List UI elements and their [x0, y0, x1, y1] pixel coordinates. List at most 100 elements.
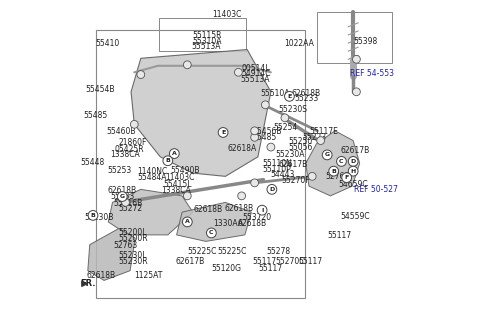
Text: 55216B: 55216B [113, 198, 143, 208]
Text: 55230S: 55230S [278, 105, 307, 114]
Circle shape [342, 173, 351, 183]
Circle shape [336, 156, 347, 166]
Text: REF 54-553: REF 54-553 [350, 69, 394, 78]
Text: A: A [172, 151, 177, 156]
Text: 55278: 55278 [267, 247, 291, 256]
Circle shape [238, 192, 246, 200]
Circle shape [118, 192, 127, 201]
Text: 55233: 55233 [110, 192, 134, 201]
Text: 55398: 55398 [353, 36, 377, 46]
Polygon shape [177, 202, 252, 241]
Polygon shape [131, 50, 271, 176]
Circle shape [137, 71, 144, 78]
Text: 55270C: 55270C [275, 257, 305, 266]
Circle shape [348, 166, 358, 176]
Circle shape [257, 205, 267, 215]
Text: 55117: 55117 [298, 257, 322, 266]
Text: 00514L: 00514L [241, 64, 270, 72]
Text: 55460B: 55460B [107, 127, 136, 136]
Text: 52763: 52763 [325, 172, 349, 181]
Circle shape [121, 198, 130, 206]
Circle shape [267, 143, 275, 151]
Text: 55110P: 55110P [262, 165, 291, 174]
Circle shape [183, 192, 191, 200]
Text: 55200R: 55200R [118, 234, 148, 243]
Text: 55115R: 55115R [193, 31, 222, 40]
Polygon shape [88, 228, 135, 280]
Text: 1140NC: 1140NC [138, 167, 168, 176]
Text: 1022AA: 1022AA [284, 39, 314, 48]
Text: 55200L: 55200L [118, 228, 146, 237]
Text: 55485: 55485 [252, 133, 276, 142]
Text: 55110N: 55110N [262, 159, 292, 169]
Circle shape [267, 184, 277, 194]
Circle shape [352, 88, 360, 96]
Text: D: D [269, 187, 275, 192]
Circle shape [329, 166, 338, 176]
Text: 62618A: 62618A [228, 144, 257, 153]
Text: FR.: FR. [80, 279, 96, 288]
Circle shape [183, 61, 191, 69]
Text: 55230B: 55230B [84, 213, 114, 222]
Text: 11403C: 11403C [165, 173, 194, 182]
Text: 55120G: 55120G [211, 264, 241, 273]
Polygon shape [306, 131, 360, 196]
Text: 55230L: 55230L [118, 251, 146, 260]
Circle shape [262, 101, 269, 109]
Text: 55225C: 55225C [217, 247, 247, 256]
Text: 62618B: 62618B [108, 186, 136, 195]
Circle shape [285, 92, 294, 101]
Text: 55272: 55272 [118, 204, 142, 214]
Text: 55410: 55410 [95, 39, 120, 48]
Text: C: C [339, 159, 344, 164]
Text: 54559C: 54559C [340, 212, 370, 221]
Text: 62618B: 62618B [224, 204, 253, 214]
Circle shape [218, 128, 228, 137]
Text: 55223: 55223 [302, 133, 326, 142]
Circle shape [182, 217, 192, 227]
Text: 05425R: 05425R [115, 145, 144, 154]
Text: 54659C: 54659C [338, 180, 368, 189]
Text: REF 50-527: REF 50-527 [354, 185, 398, 194]
Text: D: D [350, 159, 356, 164]
Text: A: A [185, 219, 190, 224]
Text: 55117: 55117 [258, 264, 282, 273]
Text: 55510A: 55510A [260, 89, 289, 98]
Text: 52763: 52763 [114, 241, 138, 251]
Text: 55233: 55233 [295, 94, 319, 103]
Text: 1338CA: 1338CA [110, 151, 140, 159]
Text: 55254: 55254 [273, 123, 298, 132]
Text: 55230A: 55230A [276, 151, 305, 159]
Circle shape [234, 68, 242, 76]
Text: 55117E: 55117E [309, 127, 338, 136]
Text: 1338CA: 1338CA [161, 186, 191, 195]
Text: 11403C: 11403C [212, 10, 242, 19]
Text: 55454B: 55454B [85, 85, 115, 94]
Text: 62617B: 62617B [278, 160, 308, 169]
Text: 1330AA: 1330AA [213, 219, 243, 228]
Circle shape [251, 179, 259, 187]
Text: 55310A: 55310A [193, 36, 222, 46]
Text: 62618B: 62618B [194, 205, 223, 214]
Text: 54443: 54443 [270, 170, 294, 179]
Circle shape [308, 173, 316, 180]
Circle shape [317, 137, 324, 145]
Polygon shape [108, 189, 193, 235]
Text: H: H [350, 169, 356, 174]
Text: 55490B: 55490B [170, 166, 200, 175]
Circle shape [251, 133, 259, 141]
Circle shape [206, 228, 216, 238]
Text: B: B [166, 158, 170, 163]
Text: 55484A: 55484A [138, 173, 167, 181]
Text: B: B [91, 213, 96, 218]
Circle shape [169, 149, 179, 158]
Text: F: F [345, 175, 349, 180]
Text: C: C [209, 231, 214, 236]
Text: 55456B: 55456B [252, 127, 282, 136]
Circle shape [322, 150, 332, 160]
Text: 55056: 55056 [288, 143, 312, 152]
Text: 62618B: 62618B [291, 89, 321, 98]
Text: E: E [221, 130, 225, 135]
Text: 55250: 55250 [288, 137, 312, 146]
Text: 55485: 55485 [83, 111, 108, 120]
